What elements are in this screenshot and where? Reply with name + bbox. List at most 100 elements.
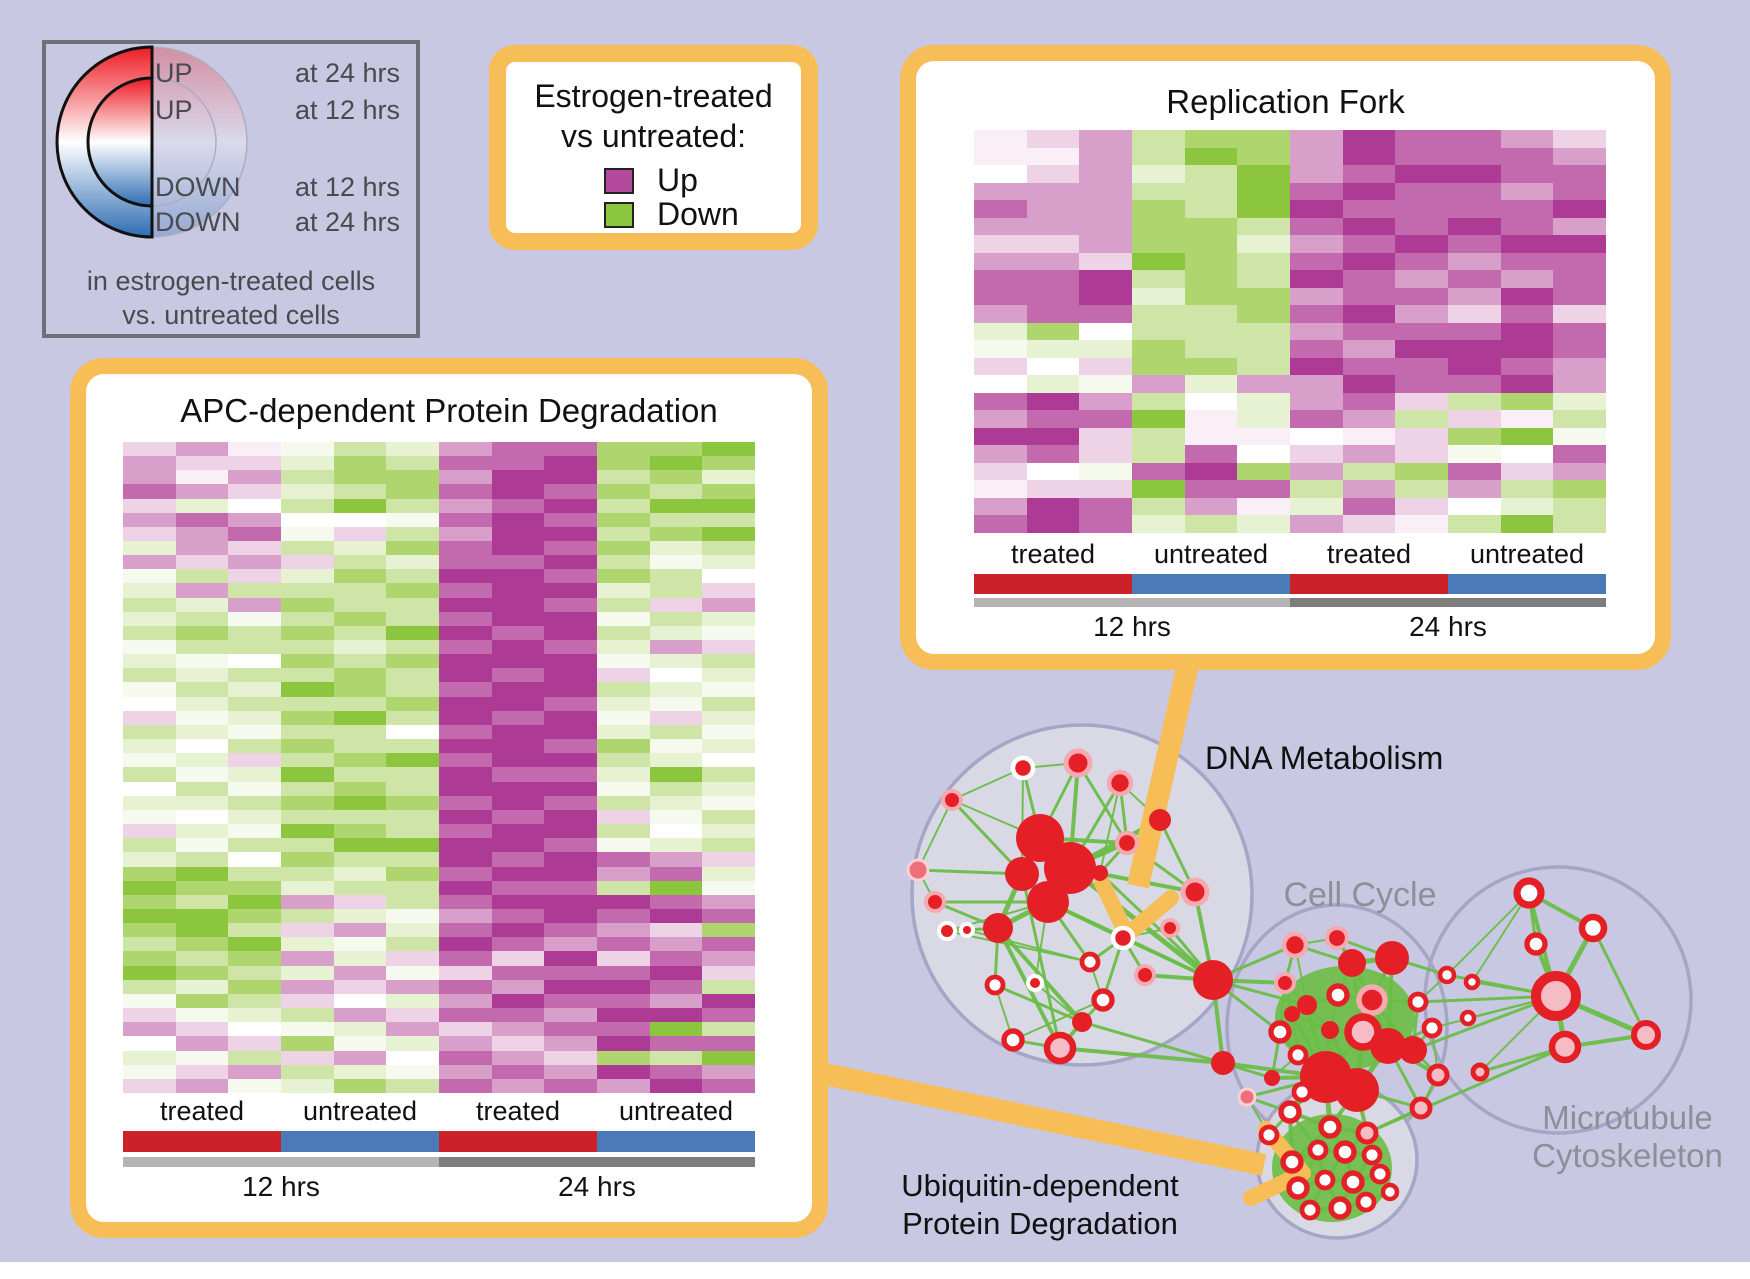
heatmap-cell — [597, 1064, 650, 1079]
heatmap-cell — [281, 852, 334, 867]
heatmap-cell — [974, 322, 1027, 341]
heatmap-cell — [333, 753, 387, 768]
heatmap-cell — [386, 625, 439, 640]
heatmap-cell — [123, 739, 176, 754]
heatmap-cell — [175, 824, 229, 839]
network-node-rw — [1326, 983, 1350, 1007]
heatmap-cell — [123, 640, 176, 655]
heatmap-cell — [544, 710, 597, 725]
heatmap-cell — [1290, 147, 1343, 166]
heatmap-cell — [649, 611, 703, 626]
heatmap-cell — [175, 1022, 229, 1037]
heatmap-cell — [1290, 305, 1343, 323]
heatmap-cell — [544, 923, 597, 938]
heatmap-cell — [123, 795, 176, 810]
heatmap-cell — [123, 668, 176, 683]
heatmap-cell — [1553, 147, 1606, 166]
heatmap-cell — [597, 484, 650, 499]
heatmap-cell — [281, 951, 334, 966]
heatmap-cell — [281, 880, 334, 895]
heatmap-cell — [1342, 515, 1396, 533]
heatmap-cell — [1237, 270, 1290, 288]
heatmap-cell — [1026, 252, 1080, 271]
heatmap-cell — [1079, 182, 1132, 201]
heatmap-cell — [702, 555, 755, 570]
heatmap-cell — [544, 526, 597, 541]
heatmap-cell — [175, 555, 229, 570]
heatmap-cell — [649, 724, 703, 740]
rf-24hrs-label: 24 hrs — [1409, 611, 1487, 642]
heatmap-cell — [175, 540, 229, 556]
heatmap-cell — [1132, 410, 1185, 428]
heatmap-cell — [1184, 515, 1238, 533]
heatmap-cell — [386, 583, 439, 598]
heatmap-cell — [491, 767, 545, 782]
heatmap-cell — [1290, 340, 1343, 358]
network-node-rw — [1578, 913, 1608, 943]
heatmap-cell — [175, 625, 229, 640]
network-node-rw — [1341, 1170, 1365, 1194]
heatmap-cell — [175, 682, 229, 697]
heatmap-cell — [123, 470, 176, 485]
heatmap-cell — [1237, 252, 1290, 271]
network-node-s — [1092, 865, 1108, 881]
heatmap-cell — [1026, 480, 1080, 498]
heatmap-cell — [1079, 305, 1132, 323]
down-color-swatch — [604, 201, 634, 228]
ring-caption-line2: vs. untreated cells — [122, 300, 340, 330]
heatmap-cell — [702, 908, 755, 924]
heatmap-cell — [333, 781, 387, 796]
network-node-rw — [1286, 1176, 1310, 1200]
heatmap-cell — [1026, 375, 1080, 393]
heatmap-cell — [649, 710, 703, 725]
network-node-pr — [1180, 877, 1210, 907]
heatmap-cell — [1395, 287, 1448, 306]
heatmap-cell — [702, 569, 755, 584]
heatmap-cell — [1342, 375, 1396, 393]
heatmap-cell — [439, 795, 492, 810]
heatmap-cell — [597, 583, 650, 598]
heatmap-cell — [123, 923, 176, 938]
network-edge — [1446, 892, 1530, 976]
heatmap-cell — [175, 710, 229, 725]
heatmap-cell — [123, 937, 176, 952]
heatmap-cell — [386, 682, 439, 697]
heatmap-cell — [386, 1078, 439, 1093]
network-node-rw — [1314, 1169, 1336, 1191]
heatmap-cell — [597, 866, 650, 881]
heatmap-cell — [702, 526, 755, 541]
replication-fork-title: Replication Fork — [1166, 83, 1405, 120]
heatmap-cell — [333, 696, 387, 711]
heatmap-cell — [649, 640, 703, 655]
replication-fork-heatmap — [974, 130, 1606, 533]
heatmap-cell — [1237, 445, 1290, 463]
heatmap-cell — [439, 654, 492, 669]
heatmap-cell — [702, 795, 755, 810]
heatmap-cell — [439, 824, 492, 839]
network-edge — [1591, 926, 1648, 1037]
inner-half-ring — [86, 76, 154, 208]
heatmap-cell — [228, 555, 281, 570]
heatmap-cell — [974, 462, 1027, 481]
heatmap-cell — [386, 1064, 439, 1079]
heatmap-cell — [281, 923, 334, 938]
heatmap-cell — [175, 526, 229, 541]
heatmap-cell — [1026, 445, 1080, 463]
heatmap-cell — [1079, 130, 1132, 148]
heatmap-cell — [597, 526, 650, 541]
heatmap-cell — [333, 795, 387, 810]
heatmap-cell — [649, 1078, 703, 1093]
network-node-rw — [1407, 991, 1429, 1013]
heatmap-cell — [1026, 217, 1080, 236]
heatmap-cell — [175, 442, 229, 457]
heatmap-cell — [649, 555, 703, 570]
heatmap-cell — [175, 838, 229, 853]
heatmap-cell — [702, 880, 755, 895]
heatmap-cell — [544, 682, 597, 697]
heatmap-cell — [597, 611, 650, 626]
heatmap-cell — [702, 809, 755, 825]
heatmap-cell — [123, 894, 176, 909]
heatmap-cell — [1237, 410, 1290, 428]
heatmap-cell — [544, 838, 597, 853]
heatmap-cell — [1448, 497, 1501, 516]
